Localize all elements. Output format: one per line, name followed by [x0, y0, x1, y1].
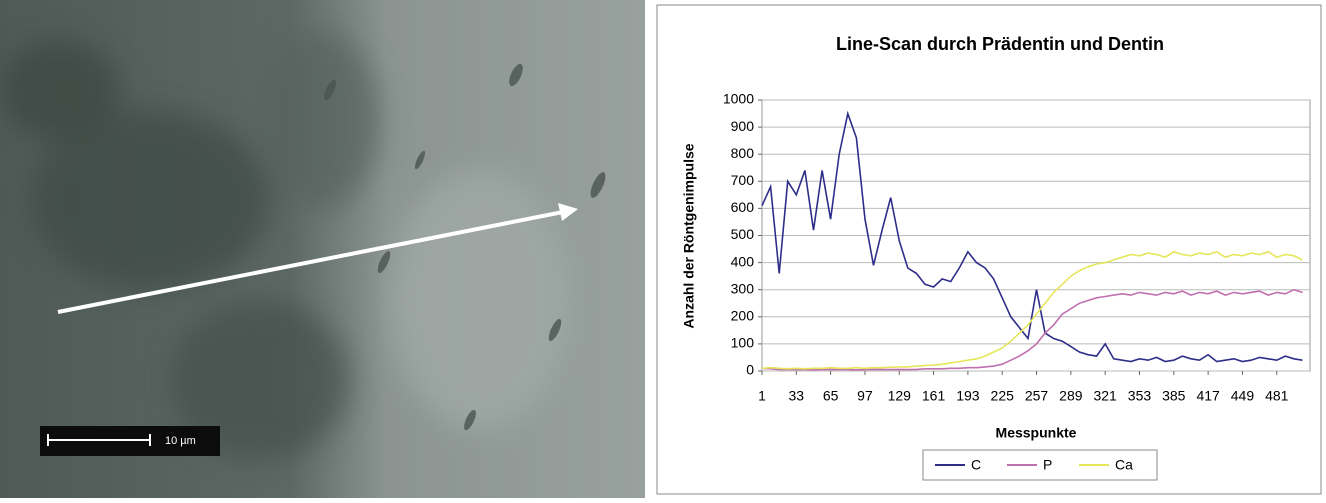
y-tick-label: 900 — [731, 118, 755, 134]
legend-label: Ca — [1115, 457, 1133, 473]
y-tick-label: 0 — [746, 362, 754, 378]
x-tick-label: 321 — [1093, 388, 1117, 404]
x-axis-title: Messpunkte — [996, 425, 1077, 441]
x-tick-label: 161 — [922, 388, 946, 404]
x-tick-label: 449 — [1231, 388, 1255, 404]
y-tick-label: 100 — [731, 335, 755, 351]
x-tick-label: 417 — [1196, 388, 1220, 404]
x-tick-label: 97 — [857, 388, 873, 404]
scale-label: 10 µm — [165, 435, 196, 447]
legend-label: P — [1043, 457, 1052, 473]
y-tick-label: 500 — [731, 226, 755, 242]
legend-label: C — [971, 457, 981, 473]
y-tick-label: 1000 — [723, 91, 754, 107]
x-tick-label: 33 — [789, 388, 805, 404]
x-tick-label: 385 — [1162, 388, 1186, 404]
x-tick-label: 1 — [758, 388, 766, 404]
y-tick-label: 700 — [731, 172, 755, 188]
chart-title: Line-Scan durch Prädentin und Dentin — [836, 34, 1164, 54]
y-tick-label: 300 — [731, 280, 755, 296]
x-tick-label: 289 — [1059, 388, 1083, 404]
x-tick-label: 193 — [956, 388, 980, 404]
y-axis-title: Anzahl der Röntgenimpulse — [681, 143, 697, 328]
y-tick-label: 600 — [731, 199, 755, 215]
x-tick-label: 129 — [888, 388, 912, 404]
y-tick-label: 400 — [731, 253, 755, 269]
x-tick-label: 65 — [823, 388, 839, 404]
x-tick-label: 257 — [1025, 388, 1049, 404]
series-line — [761, 288, 1303, 371]
x-tick-label: 353 — [1128, 388, 1152, 404]
series-line — [761, 250, 1303, 370]
sem-image: 10 µm — [0, 0, 645, 498]
y-tick-label: 200 — [731, 308, 755, 324]
y-tick-label: 800 — [731, 145, 755, 161]
x-tick-label: 225 — [991, 388, 1015, 404]
x-tick-label: 481 — [1265, 388, 1289, 404]
series-line — [761, 110, 1303, 363]
